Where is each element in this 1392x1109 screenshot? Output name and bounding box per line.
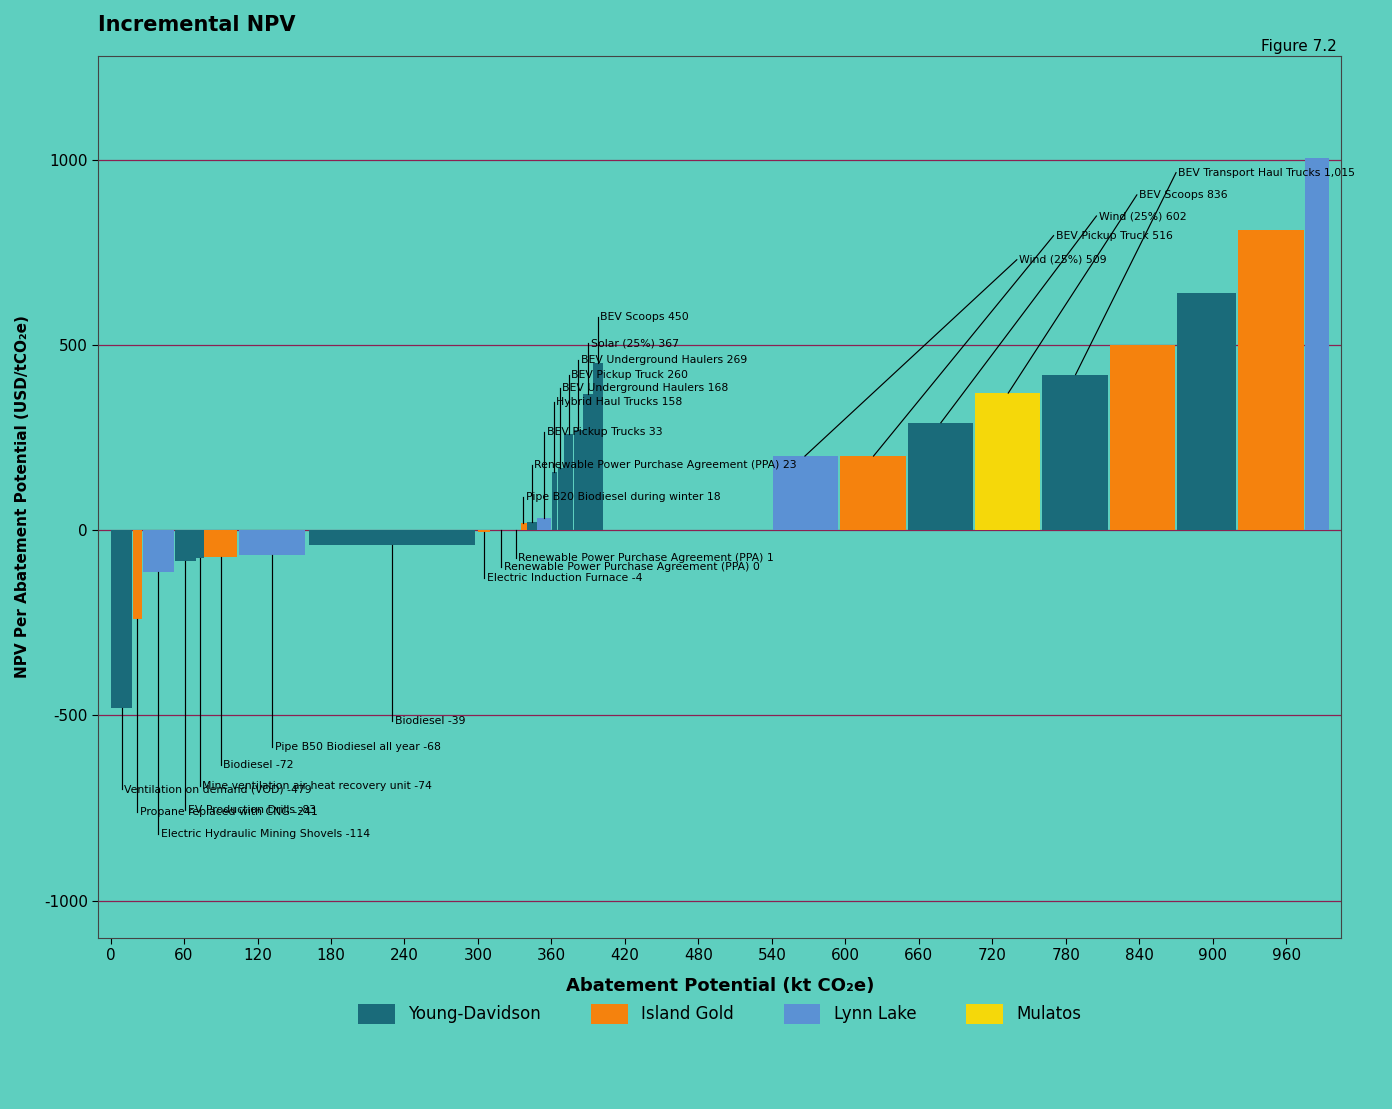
Bar xyxy=(908,423,973,530)
Bar xyxy=(593,364,603,530)
Bar xyxy=(309,530,476,545)
Bar xyxy=(841,456,906,530)
Text: Renewable Power Purchase Agreement (PPA) 0: Renewable Power Purchase Agreement (PPA)… xyxy=(504,562,760,572)
Text: Renewable Power Purchase Agreement (PPA) 23: Renewable Power Purchase Agreement (PPA)… xyxy=(535,460,796,470)
Text: Ventilation on demand (VOD) -479: Ventilation on demand (VOD) -479 xyxy=(124,784,312,794)
Text: Electric Hydraulic Mining Shovels -114: Electric Hydraulic Mining Shovels -114 xyxy=(160,828,370,838)
Text: BEV Pickup Truck 260: BEV Pickup Truck 260 xyxy=(571,369,688,379)
Text: Electric Induction Furnace -4: Electric Induction Furnace -4 xyxy=(487,573,642,583)
Text: Wind (25%) 509: Wind (25%) 509 xyxy=(1019,255,1107,265)
Bar xyxy=(521,523,526,530)
Bar xyxy=(1304,157,1329,530)
Bar xyxy=(528,521,536,530)
Bar xyxy=(477,530,490,531)
Text: BEV Transport Haul Trucks 1,015: BEV Transport Haul Trucks 1,015 xyxy=(1179,167,1356,177)
Bar xyxy=(239,530,305,556)
Text: Propane replaced with CNG -241: Propane replaced with CNG -241 xyxy=(141,806,317,816)
Bar xyxy=(174,530,196,561)
Text: BEV Pickup Truck 516: BEV Pickup Truck 516 xyxy=(1057,231,1173,241)
Legend: Young-Davidson, Island Gold, Lynn Lake, Mulatos: Young-Davidson, Island Gold, Lynn Lake, … xyxy=(352,997,1089,1030)
Text: Solar (25%) 367: Solar (25%) 367 xyxy=(590,338,679,348)
Text: Biodiesel -39: Biodiesel -39 xyxy=(395,716,465,726)
Text: Renewable Power Purchase Agreement (PPA) 1: Renewable Power Purchase Agreement (PPA)… xyxy=(518,553,774,563)
Bar xyxy=(583,394,593,530)
Bar xyxy=(1239,230,1304,530)
Text: Wind (25%) 602: Wind (25%) 602 xyxy=(1098,211,1186,221)
Bar xyxy=(537,518,551,530)
Bar xyxy=(551,471,557,530)
Bar xyxy=(143,530,174,572)
Bar xyxy=(1043,375,1108,530)
Text: Hybrid Haul Trucks 158: Hybrid Haul Trucks 158 xyxy=(557,397,682,407)
Text: Figure 7.2: Figure 7.2 xyxy=(1261,39,1336,54)
Y-axis label: NPV Per Abatement Potential (USD/tCO₂e): NPV Per Abatement Potential (USD/tCO₂e) xyxy=(15,315,31,679)
Bar xyxy=(558,468,564,530)
Text: BEV Scoops 450: BEV Scoops 450 xyxy=(600,312,689,322)
Text: Mine ventilation air heat recovery unit -74: Mine ventilation air heat recovery unit … xyxy=(202,781,433,791)
Text: BEV Underground Haulers 168: BEV Underground Haulers 168 xyxy=(562,383,728,393)
Text: Pipe B20 Biodiesel during winter 18: Pipe B20 Biodiesel during winter 18 xyxy=(526,491,720,501)
Bar xyxy=(1178,293,1236,530)
Bar xyxy=(196,530,203,558)
Bar xyxy=(205,530,238,557)
Bar xyxy=(773,456,838,530)
Bar xyxy=(974,393,1040,530)
Text: BEV Underground Haulers 269: BEV Underground Haulers 269 xyxy=(580,355,748,365)
Text: Pipe B50 Biodiesel all year -68: Pipe B50 Biodiesel all year -68 xyxy=(274,742,440,752)
X-axis label: Abatement Potential (kt CO₂e): Abatement Potential (kt CO₂e) xyxy=(565,977,874,995)
Bar xyxy=(574,430,583,530)
Text: Biodiesel -72: Biodiesel -72 xyxy=(223,761,294,771)
Text: BEV Pickup Trucks 33: BEV Pickup Trucks 33 xyxy=(547,427,663,437)
Bar xyxy=(111,530,132,708)
Text: BEV Scoops 836: BEV Scoops 836 xyxy=(1139,190,1228,200)
Text: EV Production Drills -83: EV Production Drills -83 xyxy=(188,805,316,815)
Bar xyxy=(1109,345,1175,530)
Bar xyxy=(132,530,142,620)
Bar xyxy=(564,434,574,530)
Text: Incremental NPV: Incremental NPV xyxy=(99,16,296,35)
